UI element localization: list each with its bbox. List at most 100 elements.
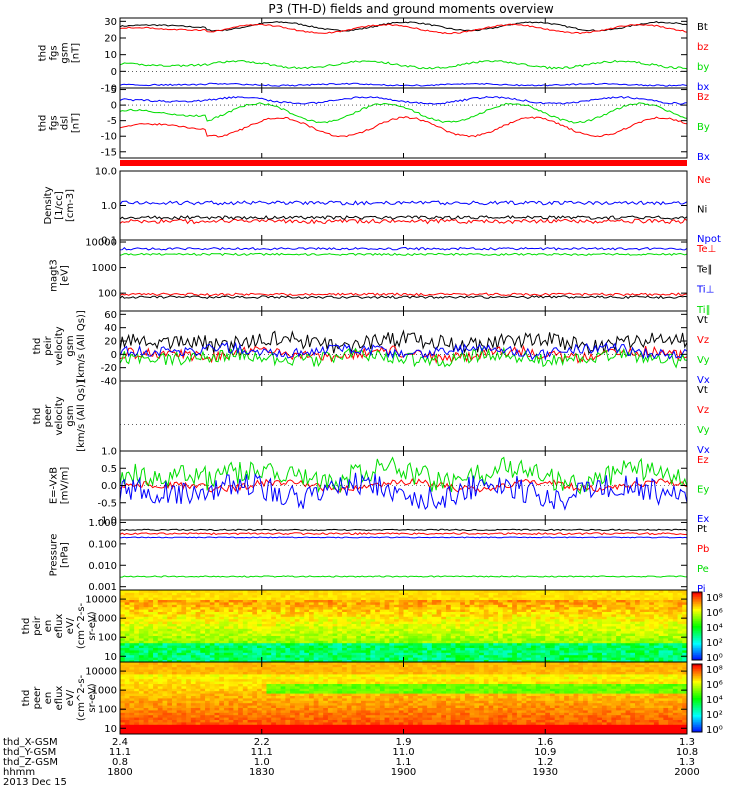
spectrogram-cell — [261, 590, 267, 593]
spectrogram-cell — [171, 621, 178, 624]
spectrogram-cell — [360, 650, 367, 653]
spectrogram-cell — [474, 614, 480, 617]
spectrogram-cell — [398, 633, 404, 636]
spectrogram-cell — [403, 621, 409, 624]
spectrogram-cell — [186, 635, 192, 639]
spectrogram-cell — [275, 633, 282, 636]
y-axis-label: thd — [32, 408, 43, 425]
spectrogram-cell — [247, 695, 253, 699]
spectrogram-cell — [389, 635, 395, 639]
spectrogram-cell — [313, 597, 319, 600]
spectrogram-cell — [138, 678, 145, 682]
spectrogram-cell — [153, 678, 159, 682]
spectrogram-cell — [474, 602, 480, 605]
spectrogram-cell — [257, 664, 263, 668]
spectrogram-cell — [214, 623, 220, 627]
spectrogram-cell — [573, 594, 579, 598]
spectrogram-cell — [290, 729, 296, 732]
spectrogram-cell — [653, 650, 660, 653]
spectrogram-cell — [606, 609, 612, 612]
spectrogram-cell — [403, 602, 409, 605]
spectrogram-cell — [120, 683, 126, 687]
spectrogram-cell — [190, 626, 197, 629]
spectrogram-cell — [266, 686, 272, 689]
spectrogram-cell — [327, 638, 334, 641]
spectrogram-cell — [214, 726, 220, 730]
spectrogram-cell — [195, 710, 201, 713]
spectrogram-cell — [124, 719, 130, 723]
spectrogram-cell — [365, 616, 371, 620]
spectrogram-cell — [304, 614, 310, 617]
spectrogram-cell — [304, 640, 310, 644]
spectrogram-cell — [247, 700, 253, 704]
spectrogram-cell — [214, 695, 220, 699]
spectrogram-cell — [153, 602, 159, 605]
spectrogram-cell — [190, 719, 197, 723]
spectrogram-cell — [186, 690, 192, 694]
spectrogram-cell — [417, 659, 423, 663]
spectrogram-cell — [285, 710, 291, 713]
spectrogram-cell — [285, 714, 291, 718]
spectrogram-cell — [450, 618, 456, 622]
spectrogram-cell — [219, 683, 225, 687]
y-tick-label: 30 — [104, 17, 117, 28]
spectrogram-cell — [441, 638, 447, 641]
spectrogram-cell — [630, 611, 636, 615]
spectrogram-cell — [223, 702, 230, 706]
spectrogram-cell — [200, 693, 206, 696]
spectrogram-cell — [181, 664, 187, 668]
spectrogram-cell — [290, 638, 296, 641]
spectrogram-cell — [171, 729, 178, 732]
spectrogram-cell — [200, 717, 206, 720]
spectrogram-cell — [238, 683, 244, 687]
spectrogram-cell — [521, 614, 527, 617]
spectrogram-cell — [138, 654, 145, 658]
spectrogram-cell — [427, 635, 433, 639]
spectrogram-cell — [441, 642, 447, 646]
spectrogram-cell — [677, 654, 683, 658]
spectrogram-cell — [360, 628, 367, 632]
spectrogram-cell — [205, 606, 211, 610]
spectrogram-cell — [275, 623, 282, 627]
spectrogram-cell — [460, 602, 466, 605]
spectrogram-cell — [190, 659, 197, 663]
spectrogram-cell — [257, 633, 263, 636]
spectrogram-cell — [171, 681, 178, 684]
spectrogram-cell — [124, 659, 130, 663]
y-tick-label: 0.0 — [101, 481, 117, 492]
spectrogram-cell — [285, 671, 291, 675]
spectrogram-cell — [266, 640, 272, 644]
y-axis-label: [km/s (All Qs)] — [76, 310, 87, 382]
spectrogram-cell — [294, 602, 300, 605]
spectrogram-cell — [554, 623, 560, 627]
spectrogram-cell — [138, 714, 145, 718]
spectrogram-cell — [195, 640, 201, 644]
spectrogram-cell — [275, 659, 282, 663]
spectrogram-cell — [620, 606, 626, 610]
spectrogram-cell — [436, 616, 442, 620]
spectrogram-cell — [171, 678, 178, 682]
spectrogram-cell — [677, 604, 683, 608]
spectrogram-cell — [219, 705, 225, 708]
spectrogram-cell — [431, 609, 437, 612]
y-axis-label: [cm-3] — [65, 189, 76, 222]
spectrogram-cell — [375, 599, 381, 603]
spectrogram-cell — [375, 652, 381, 656]
spectrogram-cell — [389, 654, 395, 658]
spectrogram-cell — [583, 654, 589, 658]
spectrogram-cell — [512, 621, 518, 624]
spectrogram-cell — [356, 659, 362, 663]
spectrogram-cell — [564, 640, 570, 644]
spectrogram-cell — [242, 616, 248, 620]
spectrogram-cell — [412, 621, 419, 624]
spectrogram-cell — [200, 623, 206, 627]
spectrogram-cell — [375, 604, 381, 608]
spectrogram-cell — [200, 700, 206, 704]
spectrogram-cell — [427, 633, 433, 636]
spectrogram-cell — [238, 602, 244, 605]
spectrogram-cell — [512, 623, 518, 627]
panel-frame — [119, 239, 688, 312]
spectrogram-cell — [143, 645, 149, 648]
spectrogram-cell — [205, 645, 211, 648]
spectrogram-cell — [124, 597, 130, 600]
